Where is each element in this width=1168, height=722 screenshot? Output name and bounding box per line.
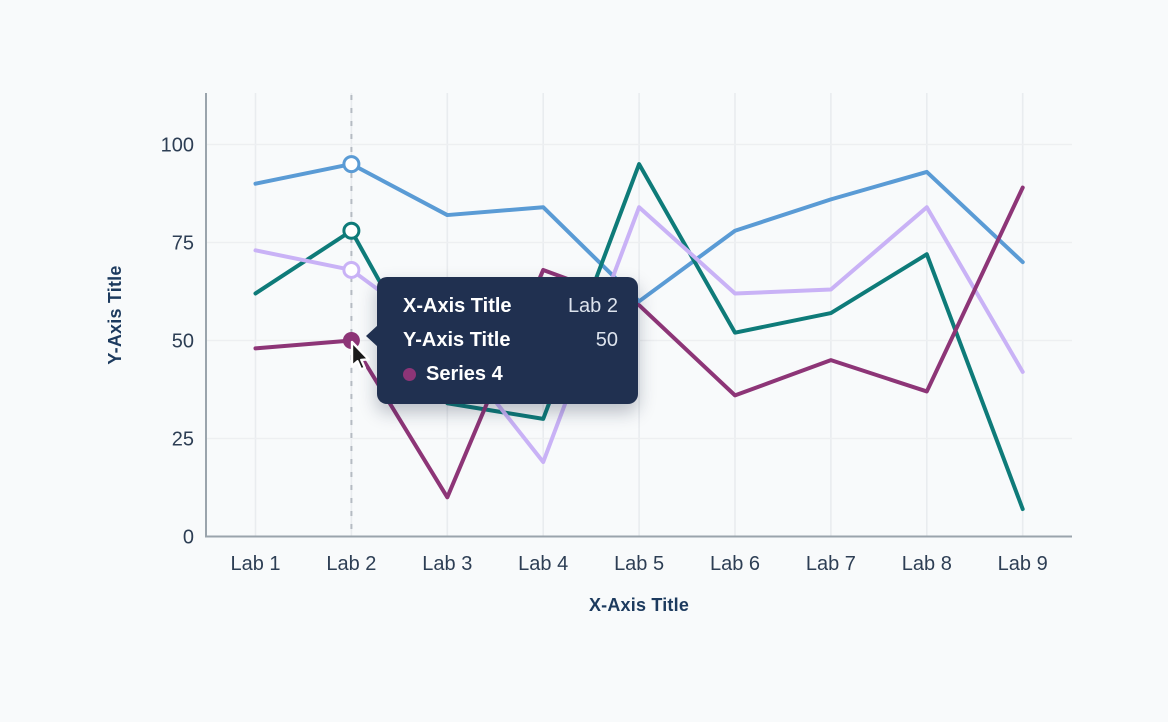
tooltip: X-Axis Title Lab 2 Y-Axis Title 50 Serie…	[366, 277, 638, 404]
tooltip-x-value: Lab 2	[567, 294, 618, 317]
x-tick-label: Lab 2	[326, 553, 376, 575]
x-tick-label: Lab 7	[806, 553, 856, 575]
x-tick-label: Lab 4	[518, 553, 568, 575]
tooltip-x-label: X-Axis Title	[403, 294, 512, 317]
hover-marker-active-series-4[interactable]	[342, 332, 360, 349]
tooltip-series-label: Series 4	[403, 363, 503, 386]
tooltip-row-x: X-Axis Title Lab 2	[403, 289, 618, 323]
tooltip-row-y: Y-Axis Title 50	[403, 323, 618, 357]
y-tick-label: 50	[172, 331, 194, 353]
x-tick-label: Lab 8	[902, 553, 952, 575]
y-tick-label: 75	[172, 233, 194, 255]
tooltip-y-value: 50	[595, 328, 618, 351]
series-4-dot-icon	[403, 367, 416, 381]
x-tick-label: Lab 3	[422, 553, 472, 575]
tooltip-series-name: Series 4	[426, 362, 503, 385]
y-axis-title: Y-Axis Title	[105, 265, 125, 365]
hover-marker-series-3[interactable]	[342, 260, 361, 279]
hover-marker-series-2[interactable]	[342, 221, 361, 240]
x-tick-label: Lab 6	[710, 553, 760, 575]
y-tick-label: 25	[172, 429, 194, 451]
tooltip-row-series: Series 4	[403, 357, 618, 391]
y-tick-label: 100	[161, 135, 194, 157]
y-tick-label: 0	[183, 527, 194, 549]
x-tick-label: Lab 5	[614, 553, 664, 575]
hover-marker-series-1[interactable]	[342, 155, 361, 174]
series-line-1[interactable]	[253, 162, 1025, 304]
x-tick-label: Lab 1	[230, 553, 280, 575]
x-axis-title: X-Axis Title	[588, 595, 690, 615]
x-tick-label: Lab 9	[998, 553, 1048, 575]
tooltip-y-label: Y-Axis Title	[403, 328, 511, 351]
